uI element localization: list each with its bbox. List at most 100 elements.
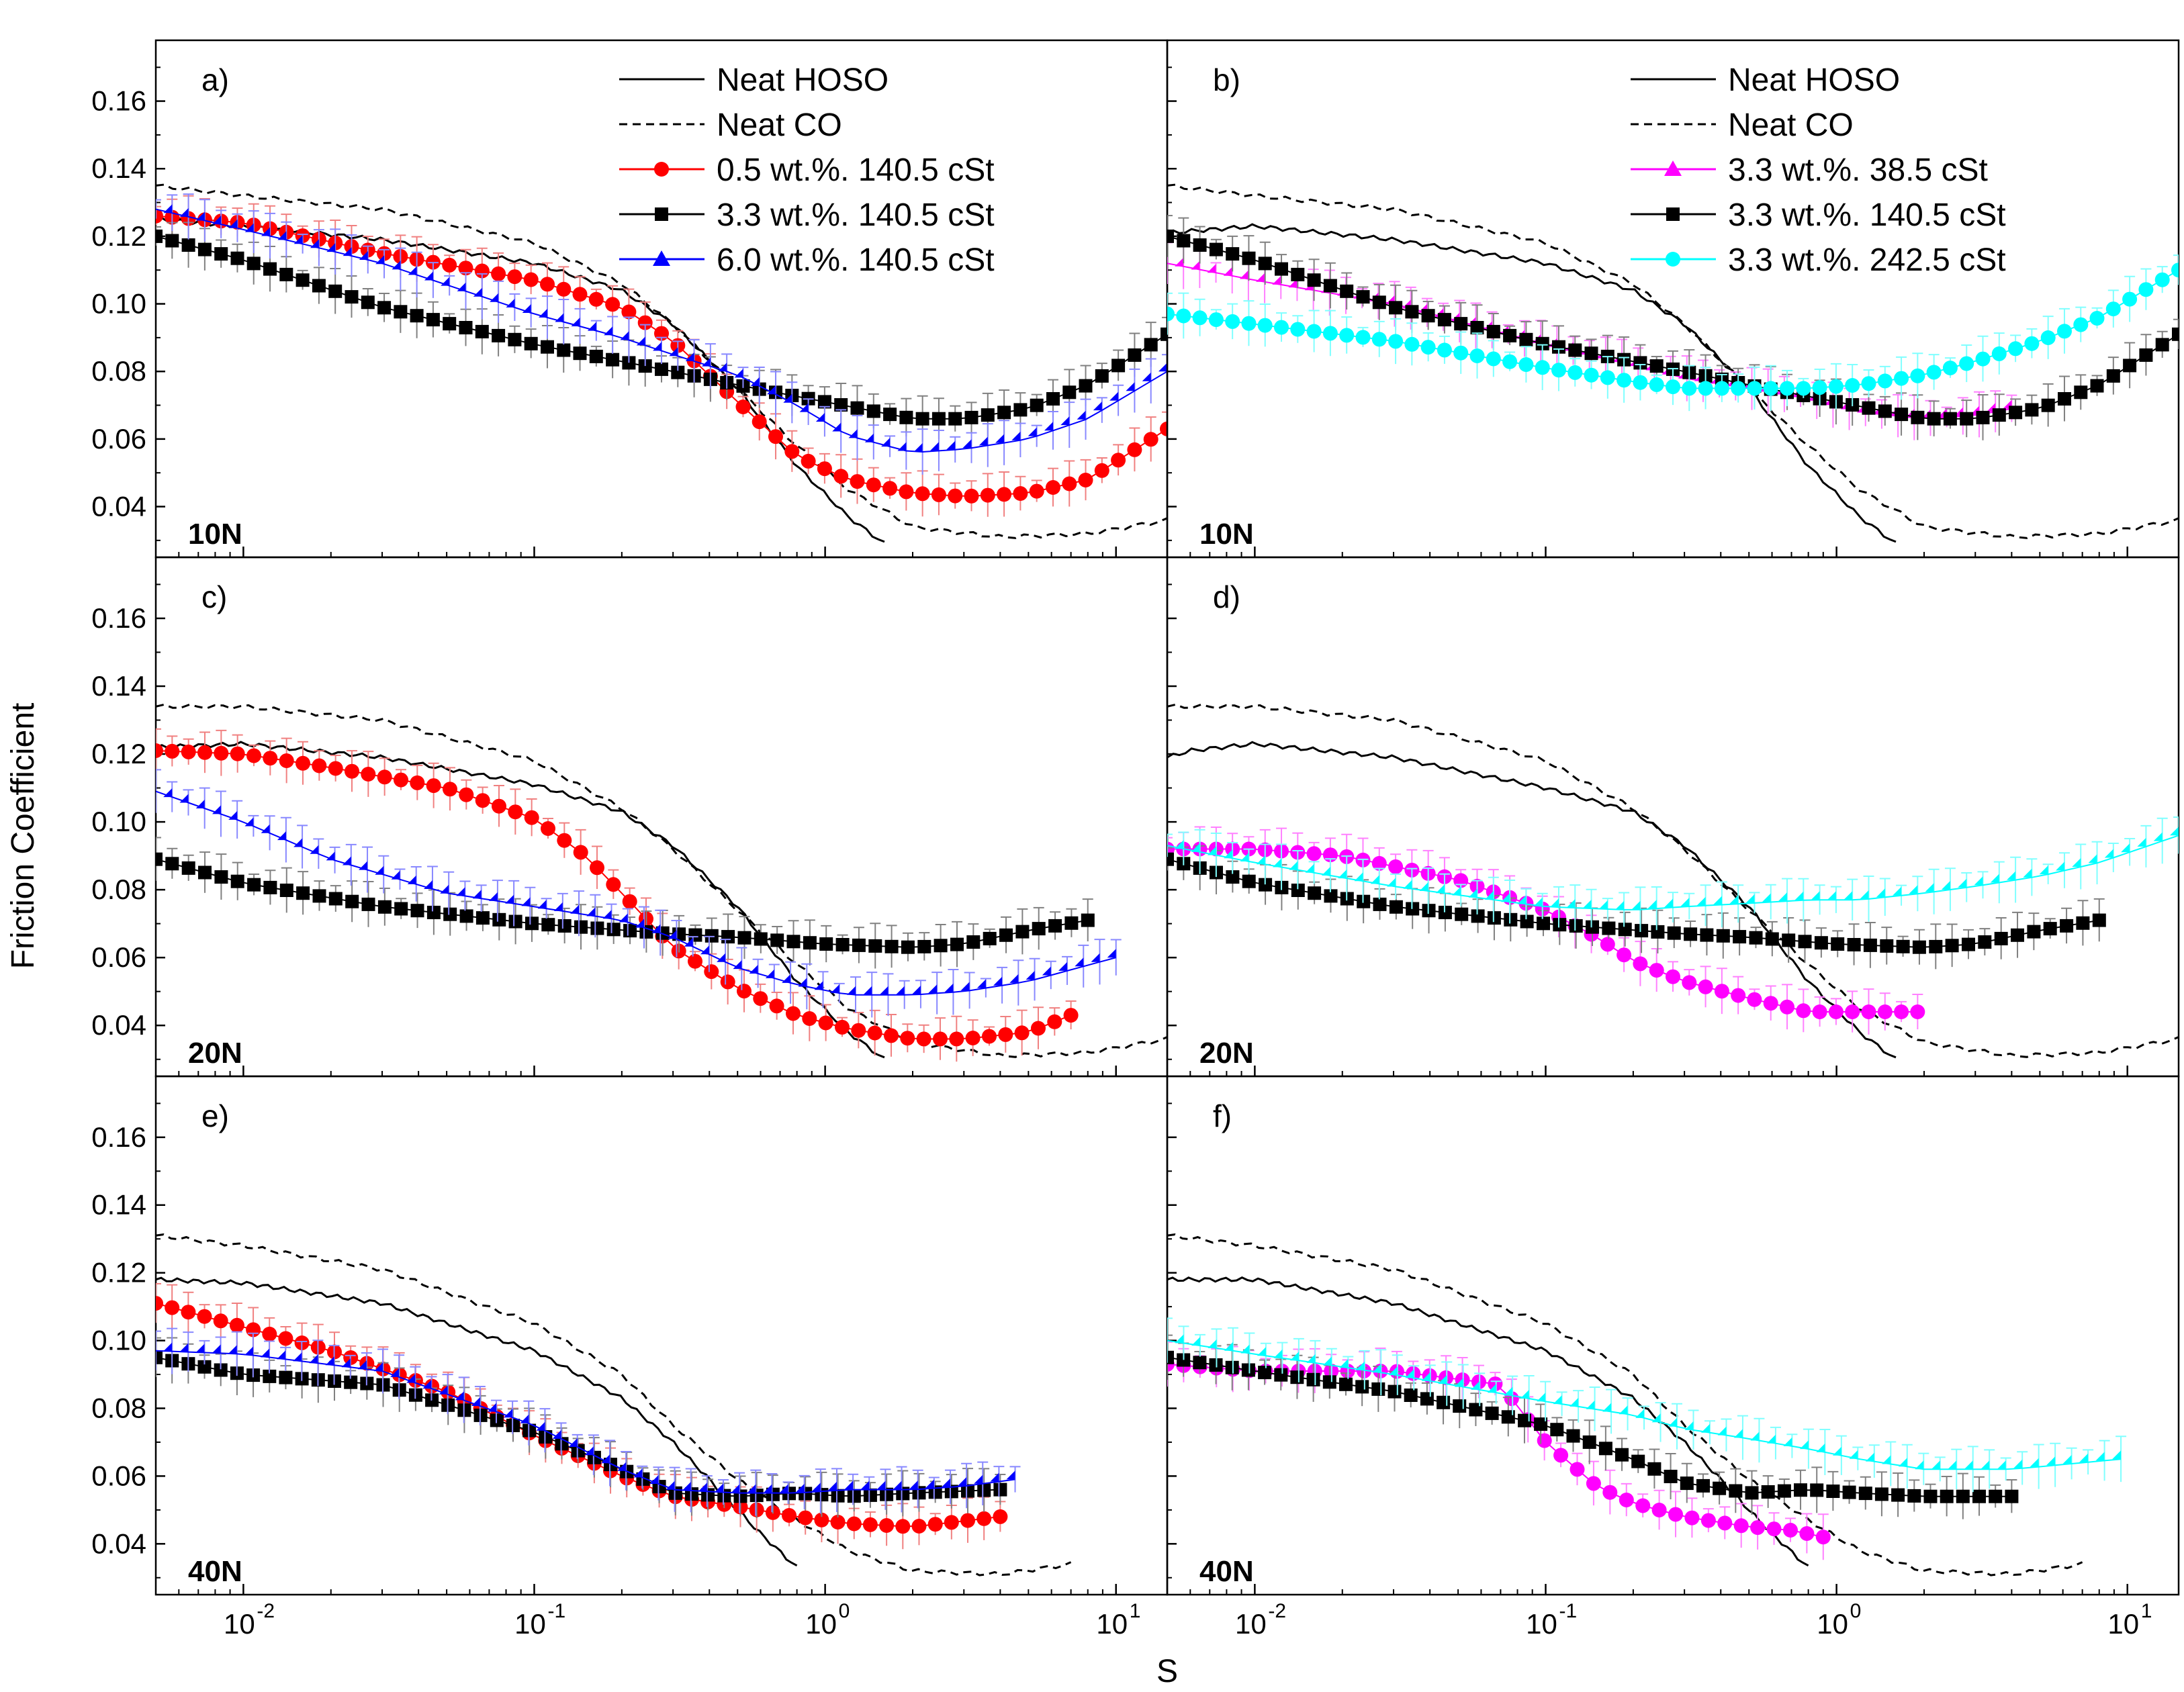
data-point	[440, 884, 449, 894]
data-point	[1064, 916, 1079, 930]
data-point	[541, 340, 554, 354]
data-point	[2090, 379, 2104, 393]
data-point	[1405, 1369, 1414, 1378]
data-point	[422, 1380, 432, 1389]
data-point	[1176, 308, 1191, 324]
data-point	[1371, 1382, 1385, 1396]
data-point	[2092, 913, 2106, 927]
data-point	[2171, 263, 2179, 278]
data-point	[1537, 1433, 1552, 1448]
data-point	[1635, 1409, 1645, 1418]
data-point	[505, 894, 514, 904]
data-point	[1175, 840, 1184, 849]
data-point	[1013, 403, 1028, 417]
data-point	[1962, 937, 1975, 951]
legend-swatch-marker	[653, 250, 670, 266]
data-point	[524, 336, 538, 350]
data-point	[782, 974, 791, 983]
data-point	[1167, 254, 1168, 264]
data-point	[1633, 375, 1648, 390]
data-point	[982, 1029, 997, 1044]
data-point	[1026, 971, 1035, 980]
data-point	[847, 1489, 861, 1503]
data-point	[961, 1484, 974, 1498]
data-point	[309, 1354, 318, 1364]
data-point	[1989, 1489, 2003, 1503]
data-point	[737, 931, 752, 945]
data-point	[359, 861, 368, 870]
data-point	[1828, 379, 1844, 394]
data-point	[999, 928, 1013, 942]
series-3-3-wt-140-5-cst	[1167, 215, 2179, 440]
data-point	[391, 870, 400, 880]
data-point	[893, 1480, 902, 1490]
data-point	[1749, 931, 1763, 945]
data-point	[1437, 1395, 1451, 1409]
data-point	[1682, 381, 1697, 396]
data-point	[520, 1414, 529, 1423]
data-point	[1733, 1518, 1749, 1534]
data-point	[573, 845, 588, 860]
data-point	[1862, 401, 1876, 415]
data-point	[1047, 1014, 1062, 1029]
data-point	[1404, 336, 1420, 352]
data-point	[1485, 1406, 1499, 1420]
data-point	[868, 939, 882, 953]
data-point	[1167, 1350, 1174, 1364]
data-point	[750, 377, 760, 386]
data-point	[441, 277, 450, 286]
data-point	[1032, 922, 1046, 936]
data-point	[590, 860, 604, 876]
data-point	[1167, 837, 1168, 846]
data-point	[377, 301, 392, 315]
data-point	[1700, 928, 1714, 942]
data-point	[828, 1481, 837, 1491]
data-point	[2123, 359, 2137, 373]
data-point	[770, 933, 784, 947]
data-point	[1339, 328, 1355, 343]
data-point	[1355, 1380, 1369, 1394]
data-point	[570, 904, 580, 914]
data-point	[998, 1027, 1013, 1042]
data-point	[508, 804, 523, 820]
data-point	[1747, 992, 1762, 1007]
legend-swatch-marker	[655, 207, 668, 221]
data-point	[1077, 410, 1086, 420]
data-point	[1537, 1393, 1546, 1402]
data-point	[1929, 939, 1943, 953]
data-point	[950, 937, 964, 951]
data-point	[1161, 327, 1167, 341]
data-point	[537, 900, 547, 909]
data-point	[976, 979, 986, 988]
data-point	[2043, 922, 2057, 936]
data-point	[847, 986, 856, 995]
series-line	[1167, 858, 2099, 948]
data-point	[929, 442, 939, 451]
data-point	[974, 1474, 983, 1484]
data-point	[2122, 291, 2138, 307]
data-point	[1893, 886, 1902, 896]
data-point	[1600, 937, 1615, 952]
data-point	[1338, 869, 1347, 879]
data-point	[964, 488, 979, 504]
data-point	[977, 1483, 991, 1497]
data-point	[818, 1015, 833, 1031]
data-point	[1193, 238, 1207, 252]
data-point	[1487, 1384, 1496, 1393]
data-point	[541, 918, 555, 932]
data-point	[1733, 1429, 1743, 1438]
data-point	[361, 897, 375, 911]
data-point	[979, 436, 988, 446]
data-point	[390, 1368, 400, 1377]
data-point	[1468, 888, 1477, 898]
data-point	[475, 793, 490, 808]
data-point	[426, 778, 441, 794]
data-point	[779, 1484, 788, 1493]
data-point	[1765, 932, 1779, 946]
data-point	[1990, 874, 1999, 883]
data-point	[179, 1343, 189, 1352]
data-point	[685, 352, 694, 361]
data-point	[1520, 1390, 1529, 1399]
